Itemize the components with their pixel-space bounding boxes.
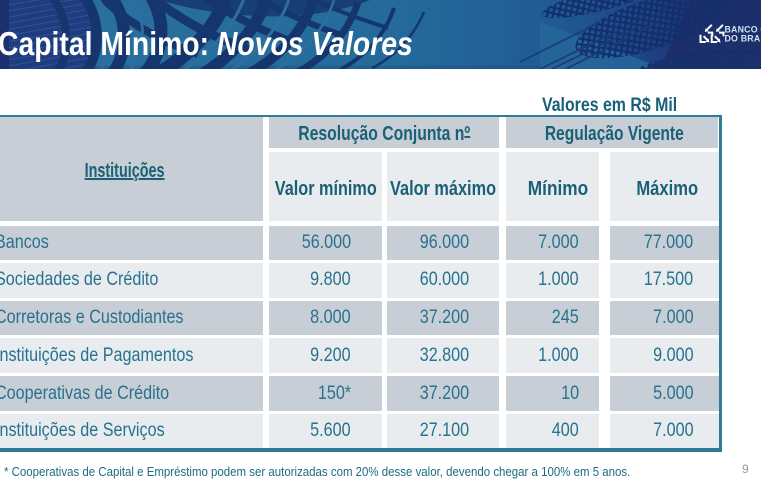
svg-text:DO BRAS: DO BRAS (725, 34, 761, 44)
svg-text:BANCO C: BANCO C (725, 24, 761, 34)
